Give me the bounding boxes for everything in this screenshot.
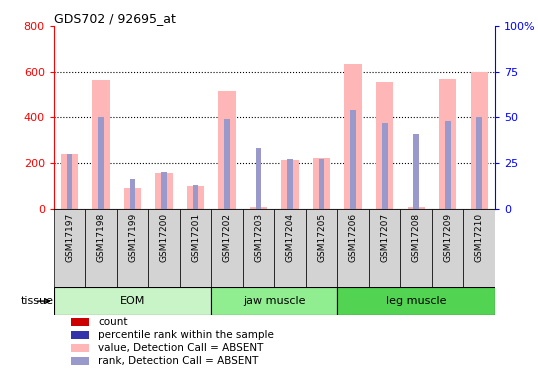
Bar — [218, 91, 236, 208]
Text: GSM17201: GSM17201 — [191, 213, 200, 262]
Bar — [382, 123, 387, 208]
Text: GSM17208: GSM17208 — [412, 213, 421, 262]
Text: count: count — [98, 317, 128, 327]
Text: GDS702 / 92695_at: GDS702 / 92695_at — [54, 12, 176, 25]
Text: GSM17210: GSM17210 — [475, 213, 484, 262]
Text: GSM17199: GSM17199 — [128, 213, 137, 262]
Bar — [463, 209, 495, 287]
Bar — [439, 79, 456, 209]
Text: GSM17200: GSM17200 — [160, 213, 168, 262]
Bar — [376, 82, 393, 209]
Bar — [72, 318, 89, 326]
Bar — [61, 154, 78, 209]
Bar — [54, 209, 86, 287]
Bar — [445, 121, 450, 208]
Bar — [117, 209, 148, 287]
Bar — [86, 209, 117, 287]
Bar — [72, 331, 89, 339]
Bar — [67, 154, 73, 209]
Bar — [413, 134, 419, 209]
Bar — [400, 209, 432, 287]
Bar — [350, 110, 356, 209]
Bar — [211, 287, 337, 315]
Bar — [306, 209, 337, 287]
Bar — [72, 357, 89, 365]
Bar — [432, 209, 463, 287]
Text: GSM17205: GSM17205 — [317, 213, 326, 262]
Text: tissue: tissue — [21, 296, 54, 306]
Text: GSM17197: GSM17197 — [65, 213, 74, 262]
Bar — [344, 64, 362, 208]
Bar — [337, 287, 495, 315]
Text: jaw muscle: jaw muscle — [243, 296, 306, 306]
Bar — [281, 160, 299, 209]
Bar — [72, 344, 89, 352]
Bar — [407, 207, 425, 209]
Bar — [93, 80, 110, 209]
Bar — [337, 209, 369, 287]
Bar — [256, 148, 261, 208]
Text: GSM17204: GSM17204 — [286, 213, 295, 261]
Bar — [148, 209, 180, 287]
Bar — [161, 172, 167, 208]
Bar — [155, 173, 173, 208]
Text: value, Detection Call = ABSENT: value, Detection Call = ABSENT — [98, 343, 263, 353]
Bar — [313, 159, 330, 209]
Text: GSM17207: GSM17207 — [380, 213, 389, 262]
Bar — [130, 179, 136, 209]
Bar — [369, 209, 400, 287]
Bar — [250, 207, 267, 209]
Bar — [180, 209, 211, 287]
Bar — [124, 188, 141, 209]
Text: leg muscle: leg muscle — [386, 296, 447, 306]
Text: EOM: EOM — [120, 296, 145, 306]
Bar — [187, 186, 204, 209]
Bar — [224, 119, 230, 208]
Text: GSM17206: GSM17206 — [349, 213, 358, 262]
Bar — [471, 72, 488, 209]
Text: rank, Detection Call = ABSENT: rank, Detection Call = ABSENT — [98, 356, 258, 366]
Text: GSM17202: GSM17202 — [223, 213, 232, 261]
Text: GSM17198: GSM17198 — [96, 213, 105, 262]
Text: GSM17203: GSM17203 — [254, 213, 263, 262]
Bar — [319, 159, 324, 209]
Text: GSM17209: GSM17209 — [443, 213, 452, 262]
Bar — [287, 159, 293, 209]
Bar — [193, 185, 199, 209]
Bar — [243, 209, 274, 287]
Bar — [211, 209, 243, 287]
Bar — [476, 117, 482, 208]
Bar — [98, 117, 104, 208]
Text: percentile rank within the sample: percentile rank within the sample — [98, 330, 274, 340]
Bar — [274, 209, 306, 287]
Bar — [54, 287, 211, 315]
